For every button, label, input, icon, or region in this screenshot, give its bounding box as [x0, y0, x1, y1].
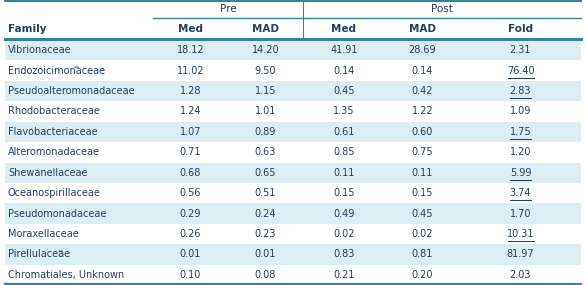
Text: 1.22: 1.22: [412, 107, 433, 117]
Text: 0.24: 0.24: [255, 209, 276, 219]
Text: 0.60: 0.60: [412, 127, 433, 137]
Text: 2.83: 2.83: [510, 86, 532, 96]
Text: 9.50: 9.50: [255, 66, 276, 76]
Text: 0.61: 0.61: [333, 127, 355, 137]
Text: 0.15: 0.15: [412, 188, 433, 198]
Text: 0.20: 0.20: [412, 270, 433, 280]
Text: Rhodobacteraceae: Rhodobacteraceae: [8, 107, 100, 117]
Text: 0.21: 0.21: [333, 270, 355, 280]
Text: 0.14: 0.14: [412, 66, 433, 76]
Text: Family: Family: [8, 24, 46, 34]
Bar: [5, 60, 581, 81]
Text: 0.49: 0.49: [333, 209, 355, 219]
Text: 0.89: 0.89: [255, 127, 276, 137]
Text: 1.15: 1.15: [255, 86, 276, 96]
Text: 0.83: 0.83: [333, 249, 355, 259]
Bar: [5, 162, 581, 183]
Text: 0.11: 0.11: [412, 168, 433, 178]
Text: Oceanospirillaceae: Oceanospirillaceae: [8, 188, 101, 198]
Text: MAD: MAD: [252, 24, 279, 34]
Text: 0.68: 0.68: [180, 168, 201, 178]
Text: 1.28: 1.28: [180, 86, 201, 96]
Text: 14.20: 14.20: [252, 45, 280, 55]
Text: 0.15: 0.15: [333, 188, 355, 198]
Text: 0.71: 0.71: [180, 147, 201, 157]
Text: **: **: [73, 66, 80, 71]
Text: 0.56: 0.56: [180, 188, 201, 198]
Text: Moraxellaceae: Moraxellaceae: [8, 229, 79, 239]
Text: 0.51: 0.51: [255, 188, 276, 198]
Bar: [5, 122, 581, 142]
Text: 0.10: 0.10: [180, 270, 201, 280]
Text: Flavobacteriaceae: Flavobacteriaceae: [8, 127, 98, 137]
Text: 11.02: 11.02: [177, 66, 205, 76]
Text: 1.01: 1.01: [255, 107, 276, 117]
Text: 0.63: 0.63: [255, 147, 276, 157]
Text: 1.70: 1.70: [510, 209, 532, 219]
Text: Med: Med: [178, 24, 203, 34]
Text: 0.75: 0.75: [412, 147, 433, 157]
Text: Shewanellaceae: Shewanellaceae: [8, 168, 87, 178]
Text: 3.74: 3.74: [510, 188, 532, 198]
Text: 0.01: 0.01: [180, 249, 201, 259]
Text: 0.14: 0.14: [333, 66, 355, 76]
Bar: [5, 101, 581, 122]
Text: 18.12: 18.12: [177, 45, 205, 55]
Text: Pseudomonadaceae: Pseudomonadaceae: [8, 209, 107, 219]
Text: Pseudoalteromonadaceae: Pseudoalteromonadaceae: [8, 86, 135, 96]
Text: 0.81: 0.81: [412, 249, 433, 259]
Text: 0.29: 0.29: [180, 209, 201, 219]
Text: 0.23: 0.23: [255, 229, 276, 239]
Text: Med: Med: [332, 24, 356, 34]
Text: 0.45: 0.45: [412, 209, 433, 219]
Text: 2.03: 2.03: [510, 270, 532, 280]
Text: 0.85: 0.85: [333, 147, 355, 157]
Text: 0.65: 0.65: [255, 168, 276, 178]
Text: 1.07: 1.07: [180, 127, 201, 137]
Text: 1.75: 1.75: [510, 127, 532, 137]
Text: Alteromonadaceae: Alteromonadaceae: [8, 147, 100, 157]
Text: 1.35: 1.35: [333, 107, 355, 117]
Bar: [5, 183, 581, 203]
Bar: [5, 224, 581, 244]
Text: 0.11: 0.11: [333, 168, 355, 178]
Text: 0.02: 0.02: [412, 229, 433, 239]
Text: MAD: MAD: [409, 24, 436, 34]
Text: 1.09: 1.09: [510, 107, 531, 117]
Text: Post: Post: [431, 5, 453, 15]
Bar: [5, 203, 581, 224]
Bar: [5, 244, 581, 264]
Text: 81.97: 81.97: [507, 249, 534, 259]
Bar: [5, 142, 581, 162]
Text: Fold: Fold: [508, 24, 533, 34]
Text: 76.40: 76.40: [507, 66, 534, 76]
Text: 1.20: 1.20: [510, 147, 532, 157]
Text: 0.26: 0.26: [180, 229, 201, 239]
Bar: [5, 0, 581, 40]
Text: 0.08: 0.08: [255, 270, 276, 280]
Text: Chromatiales, Unknown: Chromatiales, Unknown: [8, 270, 124, 280]
Bar: [5, 40, 581, 60]
Text: 5.99: 5.99: [510, 168, 532, 178]
Text: 10.31: 10.31: [507, 229, 534, 239]
Text: Vibrionaceae: Vibrionaceae: [8, 45, 71, 55]
Text: 28.69: 28.69: [408, 45, 437, 55]
Text: **: **: [58, 249, 64, 255]
Text: 0.01: 0.01: [255, 249, 276, 259]
Text: Endozoicimonaceae: Endozoicimonaceae: [8, 66, 105, 76]
Text: 0.45: 0.45: [333, 86, 355, 96]
Text: Pre: Pre: [220, 5, 236, 15]
Text: 0.02: 0.02: [333, 229, 355, 239]
Text: 0.42: 0.42: [412, 86, 433, 96]
Bar: [5, 81, 581, 101]
Text: Pirellulaceae: Pirellulaceae: [8, 249, 70, 259]
Bar: [5, 264, 581, 285]
Text: 2.31: 2.31: [510, 45, 532, 55]
Text: 41.91: 41.91: [331, 45, 357, 55]
Text: 1.24: 1.24: [180, 107, 201, 117]
